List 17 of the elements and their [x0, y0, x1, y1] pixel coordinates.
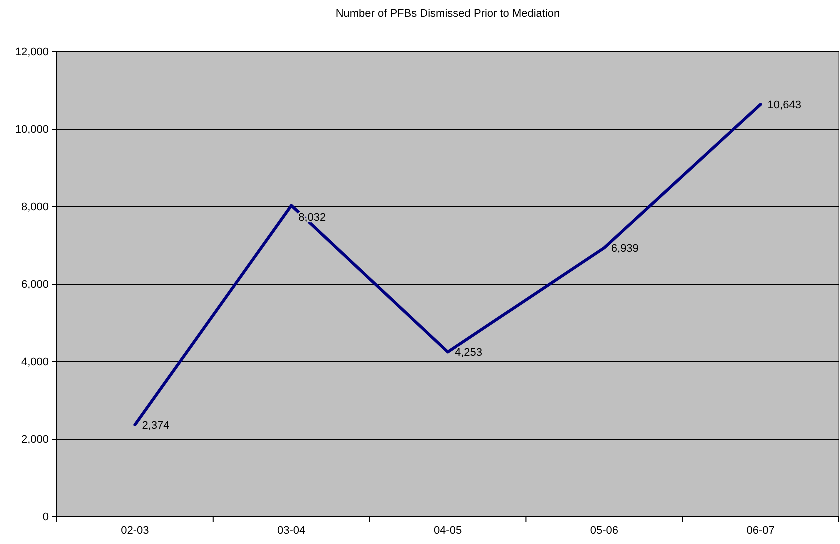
chart-title: Number of PFBs Dismissed Prior to Mediation: [336, 8, 560, 20]
y-tick-label: 6,000: [21, 279, 49, 292]
x-tick-label: 06-07: [746, 524, 775, 537]
y-tick-label: 4,000: [21, 356, 49, 369]
data-label: 10,643: [768, 100, 802, 112]
x-tick-label: 03-04: [278, 524, 306, 537]
y-tick-label: 0: [42, 512, 49, 524]
x-tick-label: 05-06: [590, 524, 618, 537]
data-label: 2,374: [142, 420, 170, 432]
y-tick-label: 10,000: [15, 124, 49, 136]
x-tick-label: 02-03: [121, 524, 150, 537]
x-tick-label: 04-05: [434, 524, 462, 537]
y-tick-label: 2,000: [21, 434, 49, 446]
data-label: 4,253: [455, 347, 483, 360]
y-tick-label: 12,000: [15, 46, 49, 59]
data-label: 6,939: [611, 243, 639, 256]
y-tick-label: 8,000: [21, 202, 49, 214]
